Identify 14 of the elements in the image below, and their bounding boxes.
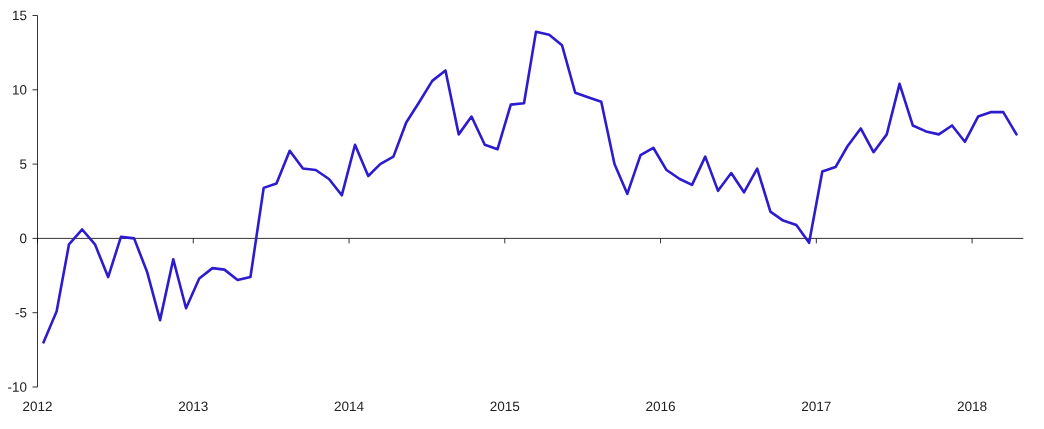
y-tick-label: 10 xyxy=(13,85,27,95)
x-tick-label: 2018 xyxy=(957,401,987,412)
x-tick-label: 2017 xyxy=(801,401,831,412)
y-tick-label: -5 xyxy=(15,308,27,318)
y-tick-label: 5 xyxy=(20,159,27,169)
x-tick-label: 2014 xyxy=(334,401,364,412)
line-series xyxy=(42,30,1018,344)
y-tick-label: 0 xyxy=(20,233,27,244)
x-tick-label: 2016 xyxy=(646,401,675,412)
y-tick-label: 15 xyxy=(13,10,27,21)
x-tick-label: 2013 xyxy=(178,401,208,412)
x-tick-label: 2015 xyxy=(490,401,520,412)
y-tick-label: -10 xyxy=(8,382,27,392)
x-tick-label: 2012 xyxy=(23,401,52,412)
